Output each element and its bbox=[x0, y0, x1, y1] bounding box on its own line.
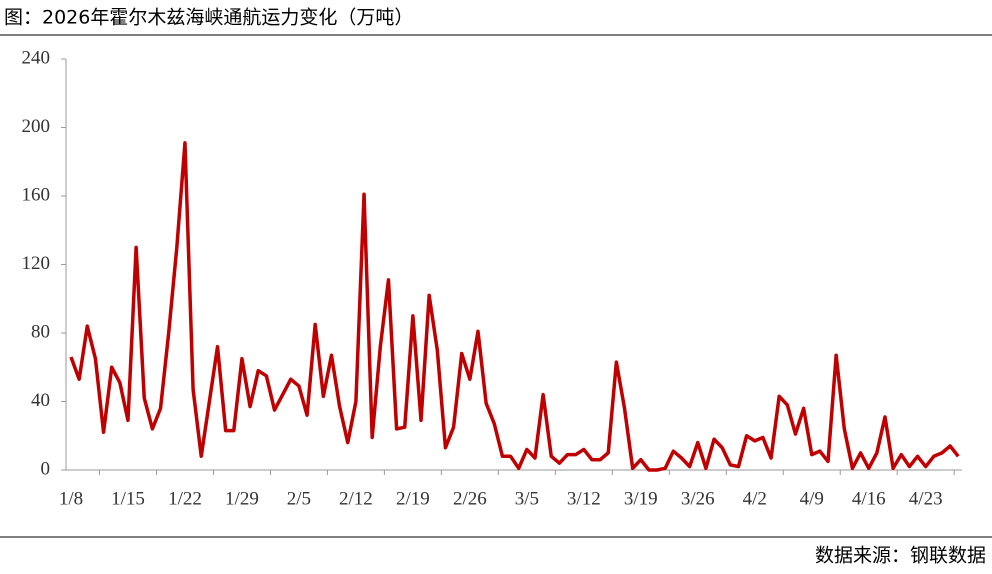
y-tick-label: 240 bbox=[22, 47, 51, 68]
x-tick-label: 3/19 bbox=[624, 488, 658, 509]
y-tick-label: 80 bbox=[31, 321, 50, 342]
x-tick-label: 4/2 bbox=[743, 488, 767, 509]
x-tick-label: 3/5 bbox=[515, 488, 539, 509]
x-tick-label: 1/22 bbox=[168, 488, 202, 509]
x-tick-label: 3/12 bbox=[567, 488, 601, 509]
x-tick-label: 2/26 bbox=[453, 488, 487, 509]
y-tick-label: 0 bbox=[41, 458, 51, 479]
x-tick-label: 1/15 bbox=[111, 488, 145, 509]
y-tick-label: 200 bbox=[22, 116, 51, 137]
x-tick-label: 4/9 bbox=[800, 488, 824, 509]
x-tick-label: 2/19 bbox=[396, 488, 430, 509]
x-tick-label: 1/29 bbox=[225, 488, 259, 509]
y-tick-label: 40 bbox=[31, 390, 50, 411]
x-tick-label: 2/12 bbox=[339, 488, 373, 509]
y-tick-label: 160 bbox=[22, 184, 51, 205]
series-line bbox=[69, 141, 960, 472]
y-tick-label: 120 bbox=[22, 253, 51, 274]
x-tick-label: 4/16 bbox=[852, 488, 886, 509]
chart-title: 图：2026年霍尔木兹海峡通航运力变化（万吨） bbox=[4, 7, 413, 29]
source: 数据来源：钢联数据 bbox=[815, 545, 986, 567]
x-tick-label: 1/8 bbox=[59, 488, 83, 509]
x-tick-label: 3/26 bbox=[681, 488, 715, 509]
x-tick-label: 4/23 bbox=[909, 488, 943, 509]
x-tick-label: 2/5 bbox=[287, 488, 311, 509]
